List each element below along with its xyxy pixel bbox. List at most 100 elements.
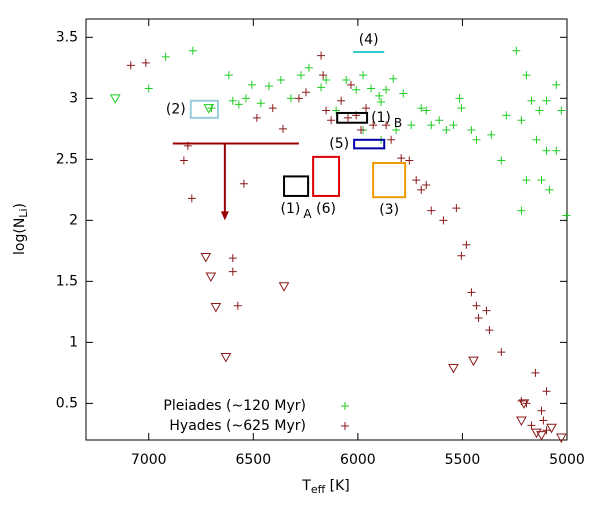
- point: [342, 76, 351, 85]
- point: [542, 387, 551, 396]
- point: [264, 82, 273, 91]
- point: [422, 106, 431, 115]
- point: [377, 97, 386, 106]
- point: [442, 126, 451, 135]
- point: [332, 106, 341, 115]
- point: [144, 84, 153, 93]
- plot-frame: [85, 18, 568, 441]
- region-label: (5): [329, 136, 349, 152]
- point: [279, 124, 288, 133]
- point: [233, 301, 242, 310]
- point: [542, 146, 551, 155]
- region-box: [353, 138, 386, 150]
- upper-limit: [109, 94, 121, 104]
- region-label: (6): [316, 201, 336, 217]
- point: [228, 267, 237, 276]
- region-label-main: (3): [379, 202, 399, 218]
- point: [532, 135, 541, 144]
- x-tick-label: 6500: [235, 452, 271, 468]
- point: [234, 100, 243, 109]
- upper-limit: [205, 272, 217, 283]
- point: [557, 106, 566, 115]
- region-label-main: (2): [166, 101, 186, 117]
- point: [337, 96, 346, 105]
- upper-limit: [531, 428, 542, 439]
- point: [427, 206, 436, 215]
- point: [435, 116, 444, 125]
- point: [367, 84, 376, 93]
- upper-limit: [516, 416, 527, 426]
- point: [382, 85, 391, 94]
- point: [187, 194, 196, 203]
- legend-marker: [341, 422, 349, 430]
- region-box: [336, 111, 369, 124]
- region-label-main: (1): [281, 201, 301, 217]
- point: [417, 185, 426, 194]
- legend-label: Pleiades (~120 Myr): [163, 398, 306, 414]
- point: [537, 176, 546, 185]
- y-tick-label: 1: [69, 334, 78, 350]
- point: [256, 99, 265, 108]
- point: [228, 96, 237, 105]
- point: [407, 121, 416, 130]
- upper-limit: [448, 364, 459, 374]
- point: [252, 113, 261, 122]
- point: [286, 94, 295, 103]
- point: [545, 185, 554, 194]
- point: [239, 179, 248, 188]
- point: [268, 104, 277, 113]
- point: [542, 96, 551, 105]
- x-axis-label: Teff [K]: [301, 478, 349, 496]
- region-box: [189, 99, 219, 119]
- x-tick-label: 7000: [131, 452, 167, 468]
- point: [382, 121, 391, 130]
- upper-limit: [518, 399, 530, 409]
- point: [502, 111, 511, 120]
- point: [369, 121, 378, 130]
- region-box: [312, 155, 341, 197]
- legend-marker: [341, 402, 349, 410]
- upper-limit: [278, 282, 290, 292]
- x-tick-label: 5000: [549, 452, 585, 468]
- region-box: [372, 161, 407, 199]
- point: [224, 71, 233, 80]
- region-label-main: (4): [359, 32, 379, 48]
- upper-limit: [546, 423, 557, 434]
- point: [417, 104, 426, 113]
- point: [302, 88, 311, 97]
- point: [542, 426, 551, 435]
- point: [352, 85, 361, 94]
- upper-limit: [210, 302, 222, 313]
- upper-limit: [220, 353, 232, 363]
- y-tick-label: 2: [69, 212, 78, 228]
- legend-label: Hyades (~625 Myr): [169, 418, 306, 434]
- upper-limit: [468, 356, 479, 367]
- point: [179, 156, 188, 165]
- point: [294, 94, 303, 103]
- region-label: (4): [359, 32, 379, 48]
- x-tick-label: 6000: [340, 452, 376, 468]
- y-tick-label: 2.5: [56, 151, 78, 167]
- point: [317, 51, 326, 60]
- upper-limit: [203, 104, 215, 114]
- point: [141, 58, 150, 67]
- point: [457, 251, 466, 260]
- point: [359, 71, 368, 80]
- point: [126, 61, 135, 70]
- point: [322, 106, 331, 115]
- point: [427, 121, 436, 130]
- region-label: (1) B: [371, 110, 402, 130]
- point: [346, 80, 355, 89]
- y-tick-label: 3: [69, 90, 78, 106]
- point: [412, 176, 421, 185]
- point: [357, 126, 366, 135]
- point: [517, 206, 526, 215]
- y-tick-label: 0.5: [56, 395, 78, 411]
- point: [472, 301, 481, 310]
- point: [188, 46, 197, 55]
- point: [497, 156, 506, 165]
- point: [517, 116, 526, 125]
- point: [522, 71, 531, 80]
- point: [527, 96, 536, 105]
